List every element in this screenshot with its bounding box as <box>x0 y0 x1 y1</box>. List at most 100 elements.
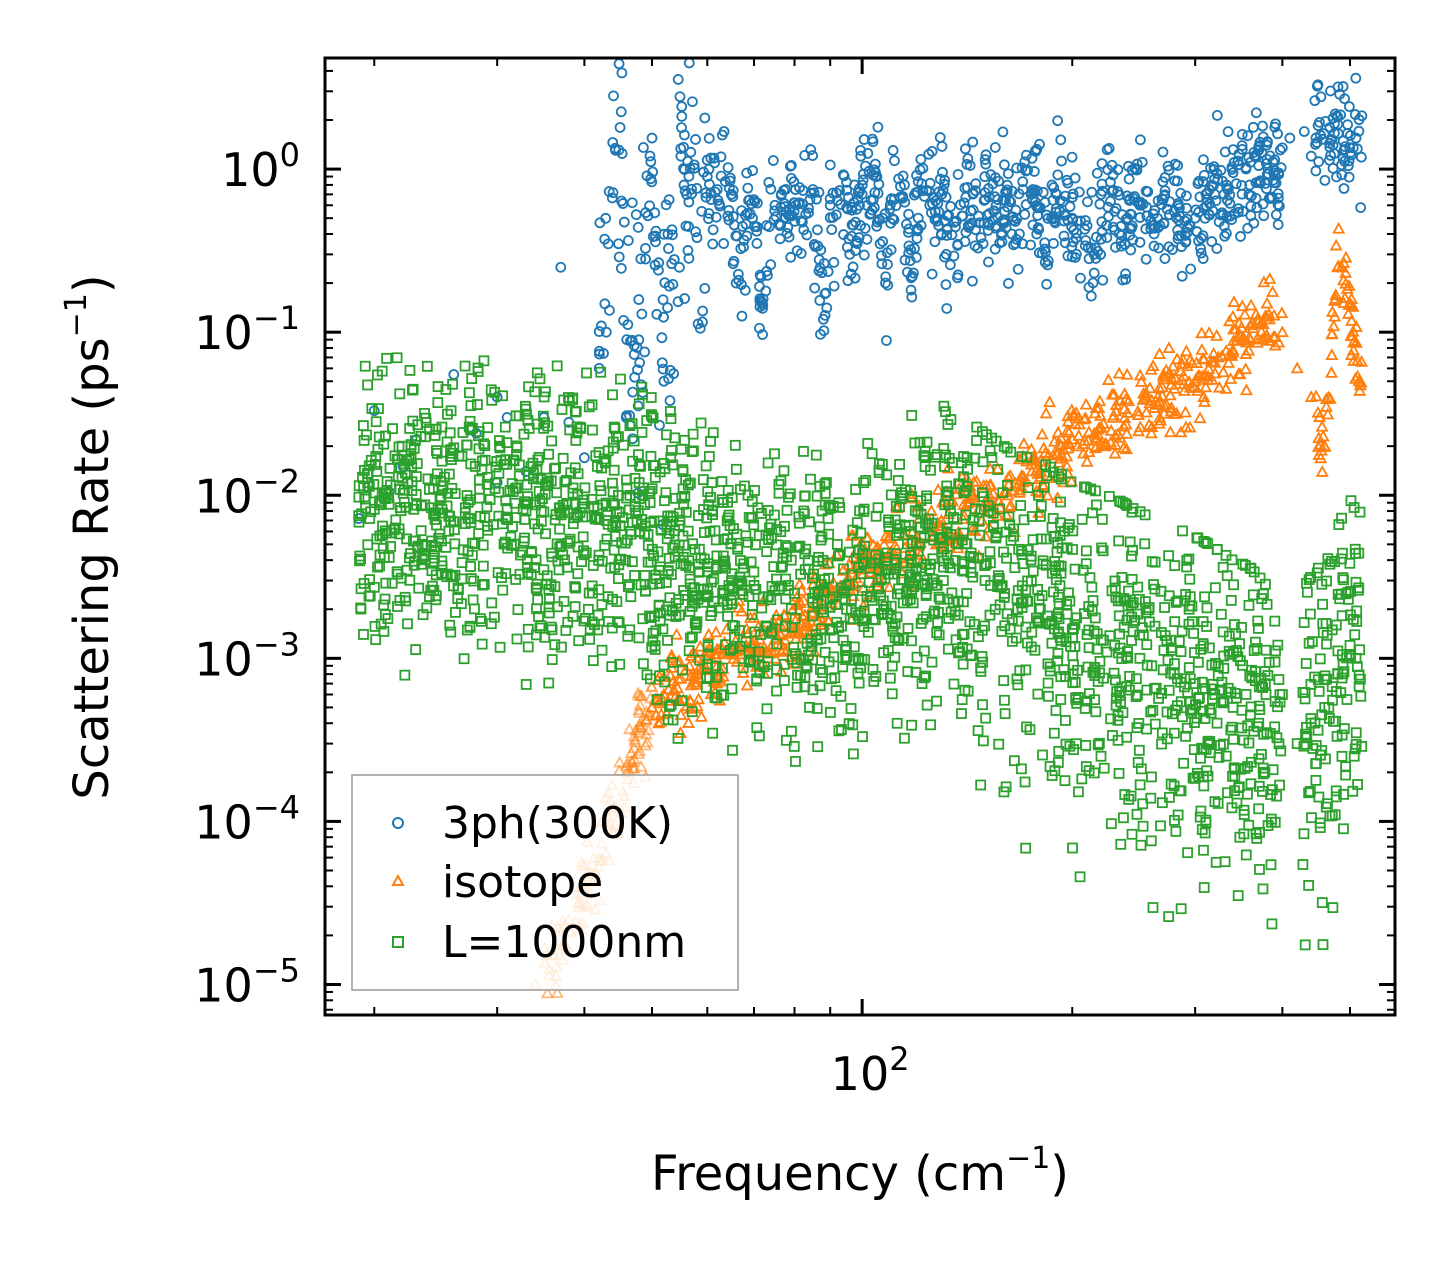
point-3ph <box>1355 202 1367 214</box>
point-l1000 <box>448 516 459 528</box>
point-l1000 <box>941 480 953 492</box>
point-l1000 <box>621 534 633 546</box>
point-l1000 <box>686 446 698 458</box>
point-l1000 <box>885 613 897 625</box>
point-isotope <box>752 643 766 656</box>
point-3ph <box>1010 216 1021 227</box>
point-l1000 <box>1172 809 1184 821</box>
point-isotope <box>1186 379 1200 392</box>
point-l1000 <box>465 400 477 412</box>
point-l1000 <box>1118 812 1129 824</box>
point-l1000 <box>1141 639 1153 651</box>
point-l1000 <box>415 500 427 512</box>
point-l1000 <box>392 601 403 612</box>
point-l1000 <box>844 578 855 590</box>
point-3ph <box>676 110 688 122</box>
point-l1000 <box>497 584 509 596</box>
point-l1000 <box>459 360 471 372</box>
point-l1000 <box>435 492 447 504</box>
point-3ph <box>821 302 833 314</box>
point-3ph <box>824 199 836 211</box>
point-3ph <box>690 134 701 145</box>
point-3ph <box>598 347 609 359</box>
point-l1000 <box>1091 628 1103 640</box>
point-l1000 <box>416 552 428 564</box>
point-l1000 <box>880 563 892 575</box>
point-3ph <box>1325 150 1336 161</box>
point-isotope <box>1195 326 1209 339</box>
point-l1000 <box>394 483 406 495</box>
point-3ph <box>1067 213 1079 225</box>
point-l1000 <box>713 602 725 614</box>
y-tick-exp: −4 <box>253 788 300 826</box>
point-l1000 <box>1005 534 1017 546</box>
point-l1000 <box>942 643 954 655</box>
point-3ph <box>853 232 865 243</box>
point-3ph <box>1311 137 1323 148</box>
point-3ph <box>718 126 730 137</box>
point-3ph <box>632 221 644 233</box>
point-l1000 <box>509 497 521 509</box>
point-isotope <box>1260 296 1274 309</box>
point-l1000 <box>905 550 916 561</box>
point-l1000 <box>1042 677 1054 689</box>
point-3ph <box>869 158 881 170</box>
point-l1000 <box>494 440 505 452</box>
point-3ph <box>501 412 513 423</box>
point-isotope <box>641 723 656 736</box>
point-l1000 <box>679 589 691 601</box>
point-l1000 <box>1110 692 1122 704</box>
point-isotope <box>1159 397 1173 410</box>
point-l1000 <box>661 604 672 616</box>
point-l1000 <box>662 635 673 646</box>
point-l1000 <box>870 671 882 682</box>
point-l1000 <box>1348 750 1360 762</box>
point-l1000 <box>430 594 442 606</box>
point-l1000 <box>730 463 742 475</box>
point-l1000 <box>633 449 644 461</box>
point-l1000 <box>1080 761 1092 773</box>
point-3ph <box>657 363 669 375</box>
y-axis-title-end: ) <box>64 274 120 293</box>
legend-label-isotope: isotope <box>442 857 603 908</box>
point-l1000 <box>1229 763 1241 775</box>
point-l1000 <box>510 512 522 523</box>
point-l1000 <box>410 644 422 655</box>
point-l1000 <box>402 618 413 630</box>
point-isotope <box>1262 307 1276 320</box>
point-l1000 <box>532 454 544 466</box>
point-3ph <box>1185 263 1197 275</box>
point-l1000 <box>726 683 738 695</box>
point-3ph <box>663 194 675 206</box>
point-l1000 <box>639 578 651 590</box>
point-3ph <box>1176 270 1188 282</box>
point-l1000 <box>1253 803 1265 815</box>
point-l1000 <box>958 451 970 462</box>
point-3ph <box>1105 195 1116 207</box>
point-l1000 <box>1016 763 1027 775</box>
point-l1000 <box>906 571 917 583</box>
point-3ph <box>989 191 1001 203</box>
point-isotope <box>1170 352 1184 365</box>
point-l1000 <box>1242 761 1253 772</box>
point-3ph <box>609 142 621 154</box>
point-l1000 <box>583 401 595 413</box>
point-l1000 <box>1209 796 1221 808</box>
point-l1000 <box>356 508 367 520</box>
point-3ph <box>940 191 952 203</box>
point-3ph <box>448 369 460 380</box>
point-l1000 <box>641 669 653 681</box>
point-3ph <box>1197 230 1209 242</box>
point-3ph <box>1195 242 1206 254</box>
point-l1000 <box>997 487 1009 499</box>
point-l1000 <box>915 508 927 520</box>
point-3ph <box>1125 209 1137 221</box>
point-3ph <box>1029 184 1041 196</box>
point-3ph <box>868 164 880 176</box>
point-l1000 <box>1182 847 1193 859</box>
point-l1000 <box>1336 512 1347 524</box>
point-l1000 <box>971 435 982 446</box>
point-isotope <box>934 513 948 526</box>
point-l1000 <box>1352 584 1364 596</box>
point-l1000 <box>855 607 867 619</box>
